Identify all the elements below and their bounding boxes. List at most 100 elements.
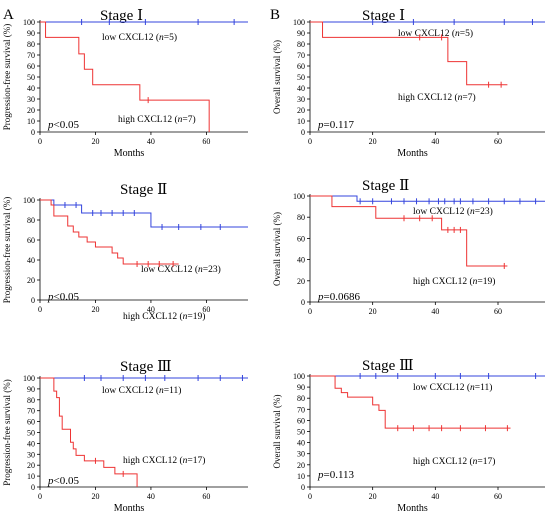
panel-6-y-tick-label: 70 <box>297 405 305 414</box>
panel-1-y-tick-label: 40 <box>27 84 35 93</box>
panel-6-y-tick-label: 40 <box>297 439 305 448</box>
panel-6-y-tick-label: 90 <box>297 383 305 392</box>
panel-6-y-tick-label: 30 <box>297 450 305 459</box>
panel-5-y-tick-label: 60 <box>297 234 305 243</box>
panel-3-low-label: low CXCL12 (n=11) <box>102 385 181 396</box>
panel-5-x-tick-label: 20 <box>369 307 377 316</box>
panel-5-low-label: low CXCL12 (n=23) <box>413 206 493 217</box>
panel-2-y-tick-label: 20 <box>27 276 35 285</box>
panel-1-x-label: Months <box>114 148 145 159</box>
panel-3-y-tick-label: 40 <box>27 439 35 448</box>
panel-1-high-curve <box>40 21 210 132</box>
panel-3-y-tick-label: 90 <box>27 385 35 394</box>
panel-1-y-tick-label: 60 <box>27 62 35 71</box>
panel-1-title: Stage Ⅰ <box>100 8 143 24</box>
panel-3-y-tick-label: 50 <box>27 429 35 438</box>
panel-5-y-tick-label: 40 <box>297 256 305 265</box>
panel-3-x-tick-label: 20 <box>91 492 99 501</box>
panel-3-x-tick-label: 60 <box>202 492 210 501</box>
panel-3-y-label: Progression-free survival (%) <box>2 379 12 485</box>
panel-3-y-tick-label: 0 <box>31 483 35 492</box>
panel-5-y-label: Overall survival (%) <box>272 212 282 286</box>
panel-2-low-curve <box>40 199 248 228</box>
panel-3-x-tick-label: 40 <box>147 492 155 501</box>
panel-4-x-tick-label: 60 <box>494 137 502 146</box>
panel-6-title: Stage Ⅲ <box>362 358 414 374</box>
panel-6-high-curve <box>310 375 511 429</box>
panel-6-x-tick-label: 0 <box>308 492 312 501</box>
panel-2-high-curve <box>40 199 179 265</box>
panel-4-high-label: high CXCL12 (n=7) <box>398 92 476 103</box>
panel-4-y-tick-label: 10 <box>297 117 305 126</box>
panel-3-p-value: p<0.05 <box>47 475 79 487</box>
panel-5-y-tick-label: 80 <box>297 213 305 222</box>
panel-5-x-tick-label: 60 <box>494 307 502 316</box>
panel-1-y-tick-label: 80 <box>27 40 35 49</box>
panel-6-y-tick-label: 100 <box>293 372 305 381</box>
panel-1-y-tick-label: 50 <box>27 73 35 82</box>
panel-2-y-label: Progression-free survival (%) <box>2 197 12 303</box>
panel-4-y-tick-label: 20 <box>297 106 305 115</box>
panel-1-low-label: low CXCL12 (n=5) <box>102 32 177 43</box>
panel-1-y-tick-label: 10 <box>27 117 35 126</box>
panel-1-y-tick-label: 70 <box>27 51 35 60</box>
panel-5-title: Stage Ⅱ <box>362 178 409 194</box>
panel-2-y-tick-label: 60 <box>27 236 35 245</box>
panel-letter-b: B <box>270 7 280 23</box>
panel-4-y-tick-label: 100 <box>293 18 305 27</box>
panel-6-y-label: Overall survival (%) <box>272 395 282 469</box>
panel-1-y-tick-label: 100 <box>23 18 35 27</box>
panel-4-x-tick-label: 40 <box>431 137 439 146</box>
panel-6-y-tick-label: 80 <box>297 394 305 403</box>
panel-6-y-tick-label: 50 <box>297 428 305 437</box>
panel-3-title: Stage Ⅲ <box>120 359 172 375</box>
panel-1-y-tick-label: 30 <box>27 95 35 104</box>
panel-2-x-tick-label: 20 <box>91 305 99 314</box>
panel-4-y-tick-label: 50 <box>297 73 305 82</box>
panel-6-x-tick-label: 20 <box>369 492 377 501</box>
panel-5-x-tick-label: 40 <box>431 307 439 316</box>
panel-4-y-tick-label: 80 <box>297 40 305 49</box>
panel-4-x-tick-label: 0 <box>308 137 312 146</box>
panel-2-y-tick-label: 40 <box>27 256 35 265</box>
panel-6-low-label: low CXCL12 (n=11) <box>413 382 492 393</box>
panel-4-high-curve <box>310 21 508 86</box>
panel-6-x-label: Months <box>397 503 428 514</box>
panel-2-y-tick-label: 80 <box>27 216 35 225</box>
panel-3-high-label: high CXCL12 (n=17) <box>123 455 205 466</box>
panel-5-y-tick-label: 0 <box>301 298 305 307</box>
panel-6-p-value: p=0.113 <box>317 469 355 481</box>
panel-4-y-tick-label: 90 <box>297 29 305 38</box>
panel-6-y-tick-label: 10 <box>297 472 305 481</box>
panel-3-x-tick-label: 0 <box>38 492 42 501</box>
panel-5-high-label: high CXCL12 (n=19) <box>413 276 495 287</box>
panel-1-x-tick-label: 0 <box>38 137 42 146</box>
panel-3-y-tick-label: 30 <box>27 450 35 459</box>
panel-1-x-tick-label: 40 <box>147 137 155 146</box>
panel-2-y-tick-label: 100 <box>23 196 35 205</box>
panel-letter-a: A <box>3 7 14 23</box>
panel-3-y-tick-label: 80 <box>27 396 35 405</box>
panel-6-x-tick-label: 60 <box>494 492 502 501</box>
panel-3-y-tick-label: 100 <box>23 374 35 383</box>
panel-4-y-tick-label: 70 <box>297 51 305 60</box>
panel-1-high-label: high CXCL12 (n=7) <box>118 114 196 125</box>
panel-6-y-tick-label: 60 <box>297 416 305 425</box>
panel-4-y-tick-label: 60 <box>297 62 305 71</box>
panel-4-low-label: low CXCL12 (n=5) <box>398 28 473 39</box>
panel-2-high-label: high CXCL12 (n=19) <box>123 311 205 322</box>
panel-2-x-tick-label: 0 <box>38 305 42 314</box>
panel-1-y-tick-label: 0 <box>31 128 35 137</box>
panel-3-y-tick-label: 20 <box>27 461 35 470</box>
panel-3-y-tick-label: 10 <box>27 472 35 481</box>
panel-3-x-label: Months <box>114 503 145 514</box>
panel-1-y-tick-label: 20 <box>27 106 35 115</box>
panel-2-y-tick-label: 0 <box>31 296 35 305</box>
panel-5-high-curve <box>310 195 508 267</box>
panel-1-y-label: Progression-free survival (%) <box>2 24 12 130</box>
panel-4-x-label: Months <box>397 148 428 159</box>
panel-5-low-curve <box>310 195 545 202</box>
panel-1-p-value: p<0.05 <box>47 119 79 131</box>
panel-1-x-tick-label: 20 <box>91 137 99 146</box>
